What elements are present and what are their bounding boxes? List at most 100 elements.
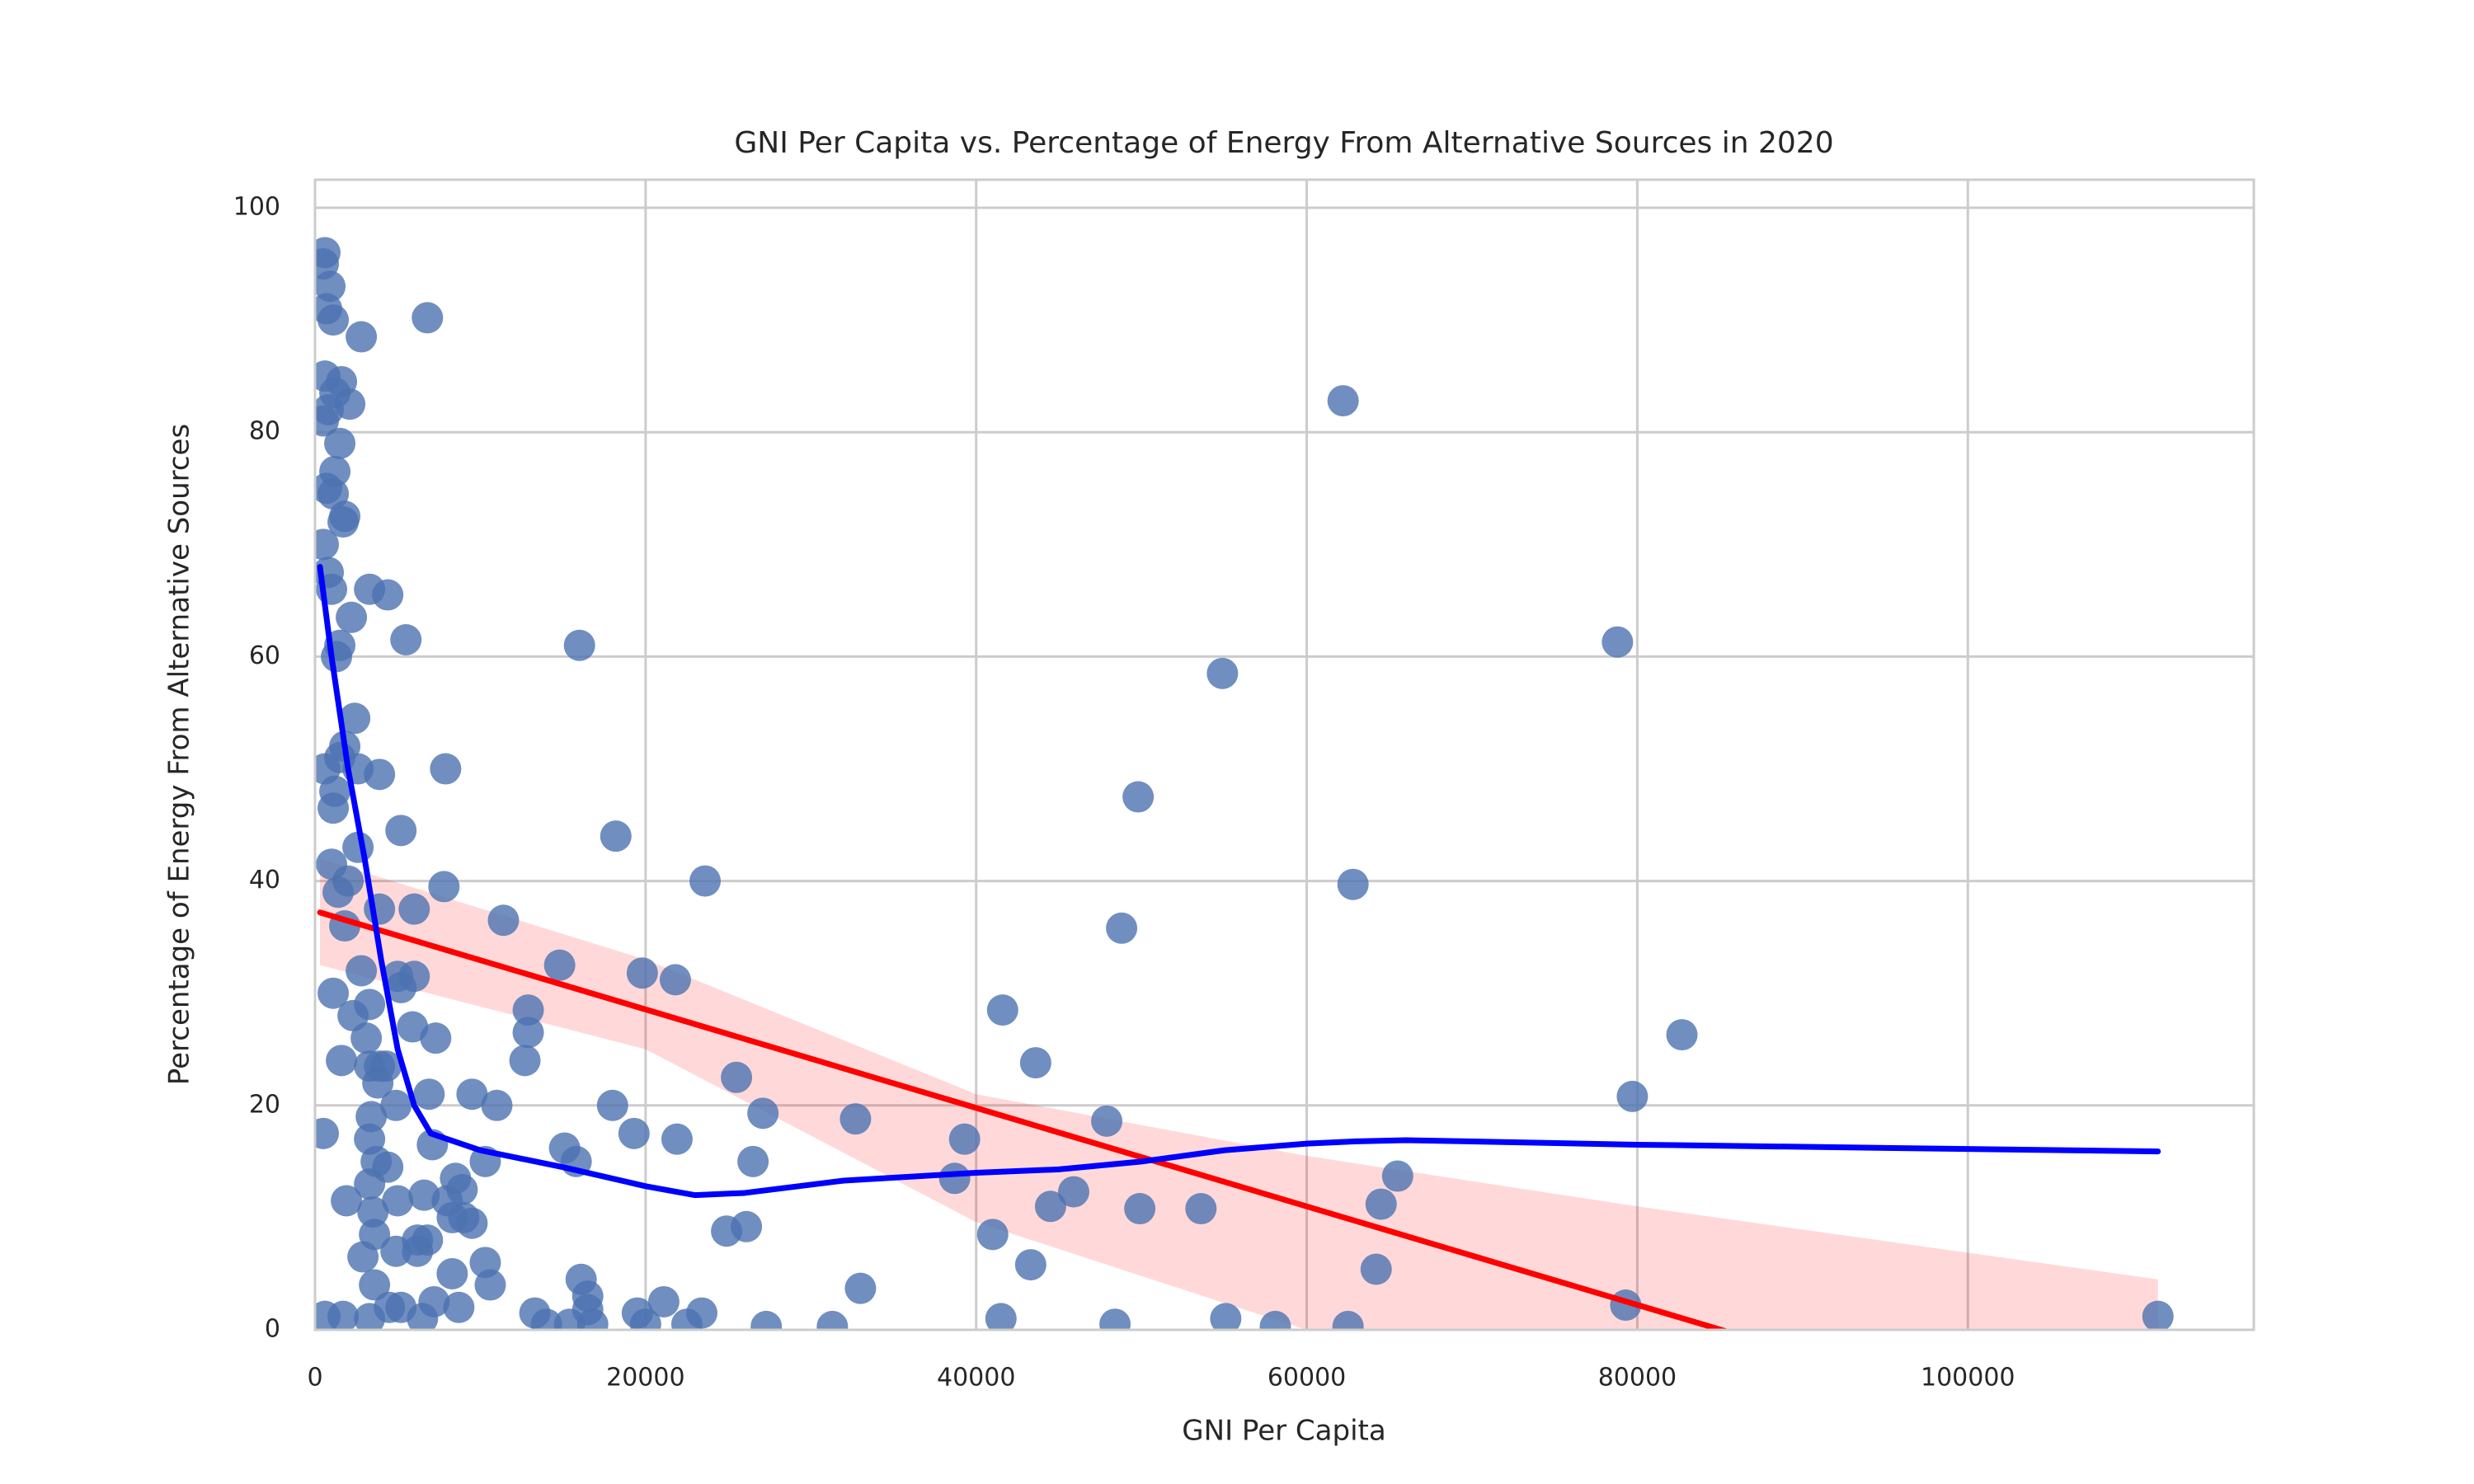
data-point [474, 1269, 506, 1301]
data-point [456, 1078, 488, 1111]
data-point [326, 1045, 358, 1077]
data-point [317, 304, 350, 336]
data-point [327, 506, 360, 538]
data-point [359, 1269, 391, 1301]
x-tick-label: 0 [307, 1364, 322, 1392]
y-axis-label: Percentage of Energy From Alternative So… [163, 424, 196, 1085]
data-point [380, 1089, 412, 1121]
data-point [747, 1097, 779, 1129]
data-point [563, 629, 595, 661]
data-point [689, 865, 722, 897]
data-point [509, 1045, 541, 1077]
data-point [576, 1308, 609, 1330]
data-point [354, 1168, 386, 1200]
data-point [840, 1103, 872, 1135]
plot-area [315, 237, 2174, 1330]
y-tick-label: 80 [249, 417, 280, 446]
data-point [346, 955, 378, 987]
data-point [661, 1123, 693, 1155]
y-tick-label: 0 [265, 1315, 280, 1344]
data-point [456, 1207, 488, 1239]
data-point [629, 1308, 661, 1330]
data-point [364, 758, 396, 791]
data-point [350, 1022, 383, 1054]
confidence-band [320, 858, 2158, 1330]
data-point [331, 1185, 363, 1217]
data-point [487, 904, 520, 937]
data-point [1124, 1193, 1156, 1225]
data-point [1057, 1176, 1089, 1208]
data-point [1099, 1308, 1131, 1330]
data-point [339, 702, 371, 735]
data-point [413, 1078, 445, 1111]
data-point [402, 1235, 434, 1267]
data-point [512, 994, 544, 1026]
data-point [659, 964, 691, 996]
data-point [428, 871, 460, 903]
data-point [711, 1215, 743, 1247]
data-point [721, 1061, 753, 1093]
data-point [443, 1291, 475, 1323]
data-point [317, 792, 350, 824]
data-point [948, 1123, 981, 1155]
y-tick-label: 20 [249, 1090, 280, 1119]
data-point [372, 579, 404, 611]
data-point [481, 1089, 513, 1121]
x-tick-label: 40000 [937, 1364, 1015, 1392]
data-point [357, 1196, 389, 1228]
data-point [750, 1310, 783, 1330]
data-point [1210, 1303, 1242, 1330]
data-point [1337, 868, 1369, 900]
data-point [1602, 626, 1634, 658]
data-point [618, 1117, 650, 1149]
y-tick-label: 40 [249, 866, 280, 895]
data-point [315, 405, 340, 437]
data-point [1616, 1080, 1649, 1112]
data-point [1014, 1249, 1047, 1281]
data-point [1034, 1190, 1066, 1223]
data-point [347, 1241, 379, 1273]
data-point [600, 820, 632, 852]
x-axis-label: GNI Per Capita [1182, 1415, 1385, 1448]
plot-frame [313, 178, 2255, 1331]
data-point [976, 1219, 1009, 1251]
data-point [1259, 1310, 1291, 1330]
data-point [2142, 1300, 2174, 1330]
data-point [816, 1310, 849, 1330]
data-point [315, 1117, 340, 1149]
data-point [407, 1303, 439, 1330]
data-point [1365, 1188, 1397, 1220]
data-point [317, 977, 350, 1009]
data-point [336, 601, 368, 633]
data-point [986, 994, 1018, 1026]
x-tick-label: 60000 [1268, 1364, 1346, 1392]
data-point [322, 876, 355, 909]
data-point [324, 427, 356, 459]
data-point [355, 1101, 388, 1133]
data-point [670, 1308, 703, 1330]
data-point [844, 1272, 877, 1304]
data-point [596, 1089, 628, 1121]
regression-line [317, 909, 1732, 1330]
data-point [1332, 1310, 1364, 1330]
lowess-line [317, 564, 2161, 1199]
data-point [390, 624, 422, 655]
data-point [543, 949, 576, 981]
data-point [382, 1185, 414, 1217]
data-point [1122, 781, 1155, 813]
data-point [327, 1300, 360, 1330]
data-point [385, 971, 417, 1003]
chart-title: GNI Per Capita vs. Percentage of Energy … [734, 126, 1833, 160]
data-point [380, 1235, 412, 1267]
data-point [346, 321, 378, 353]
data-point [938, 1162, 971, 1195]
data-point [1381, 1160, 1413, 1192]
data-point [436, 1257, 468, 1289]
data-point [321, 641, 353, 673]
y-tick-label: 100 [233, 193, 280, 222]
data-point [737, 1145, 769, 1177]
data-point [512, 1017, 544, 1049]
x-tick-label: 20000 [606, 1364, 684, 1392]
data-point [1019, 1047, 1051, 1079]
